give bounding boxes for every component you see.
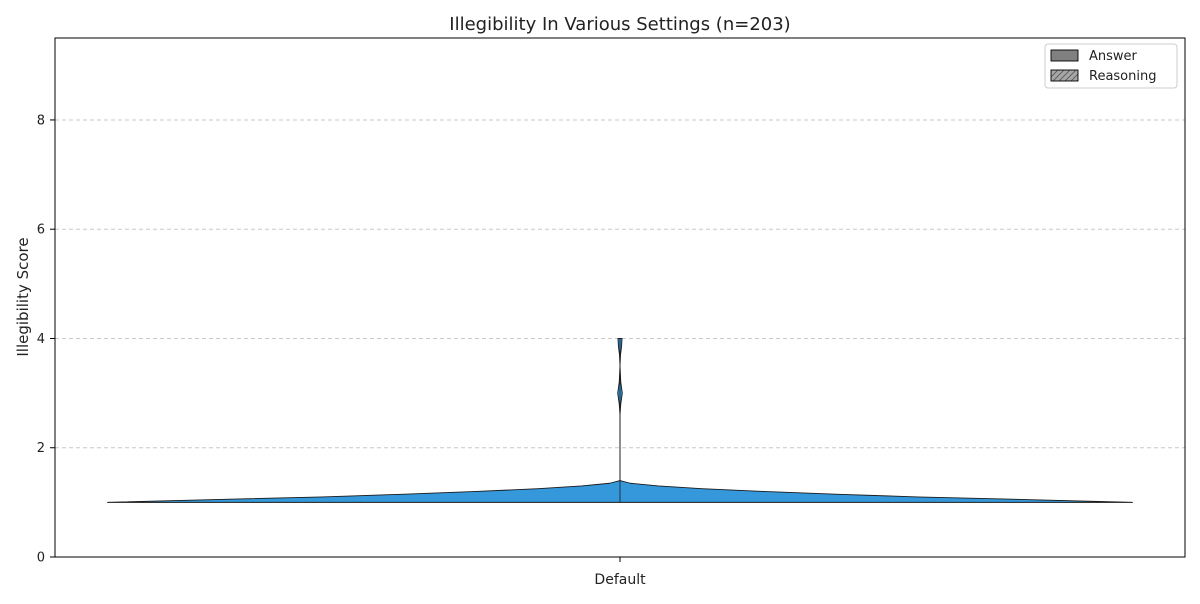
y-axis-label: Illegibility Score [14, 237, 32, 356]
x-tick-label: Default [594, 572, 646, 588]
legend-swatch-reasoning [1050, 69, 1079, 82]
violins [107, 338, 1133, 503]
y-tick-label: 4 [37, 332, 45, 347]
legend: Answer Reasoning [1044, 43, 1178, 89]
legend-label-answer: Answer [1089, 49, 1138, 64]
y-tick-label: 0 [37, 551, 45, 566]
y-gridlines [55, 119, 1185, 449]
legend-swatch-answer [1050, 49, 1079, 62]
chart-title: Illegibility In Various Settings (n=203) [449, 14, 790, 35]
legend-label-reasoning: Reasoning [1089, 69, 1156, 84]
x-axis-ticks: Default [594, 557, 646, 588]
y-tick-label: 8 [37, 113, 45, 128]
y-tick-label: 6 [37, 223, 45, 238]
y-axis-ticks: 0 2 4 6 8 [37, 113, 55, 566]
y-tick-label: 2 [37, 441, 45, 456]
